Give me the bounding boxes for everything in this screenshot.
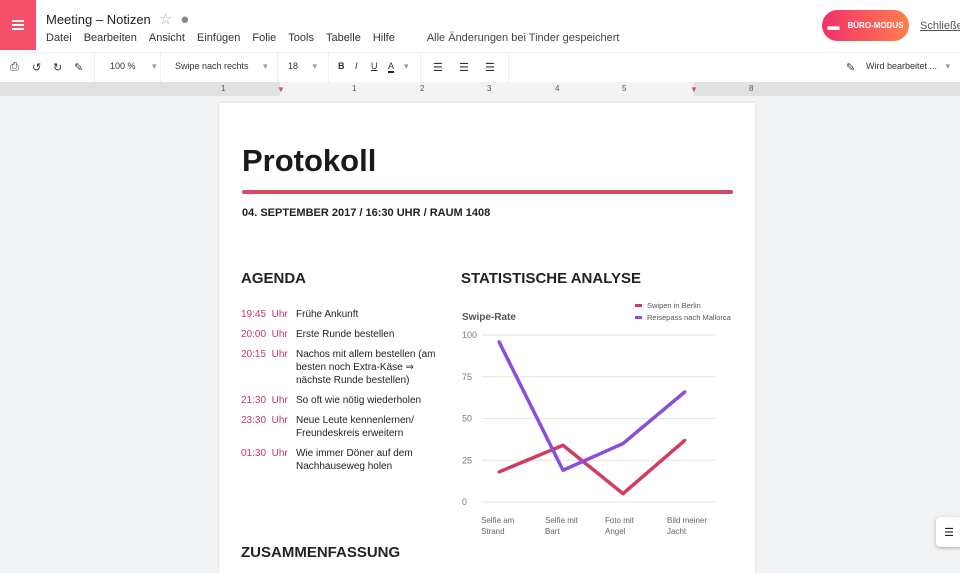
agenda-time: 01:30 Uhr [241,448,288,459]
menu-button[interactable] [0,0,36,50]
page-title: Protokoll [242,143,377,178]
subtitle: 04. SEPTEMBER 2017 / 16:30 UHR / RAUM 14… [242,207,491,219]
data-point [683,390,687,394]
agenda-text: Frühe Ankunft [296,309,359,320]
toolbar: ⎙ ↺ ↻ ✎ 100 % ▾ Swipe nach rechts ▾ 18 ▾… [0,52,960,83]
menu-ansicht[interactable]: Ansicht [148,32,185,44]
redo-icon[interactable]: ↻ [53,62,63,74]
line-chart: Swipe-Rate 0 25 50 75 100 Selfie am Strand Selfi… [462,301,732,536]
flame-icon[interactable]: ● [180,10,190,28]
pencil-icon: ✎ [846,62,856,74]
legend-swatch [635,304,642,307]
summary-heading: ZUSAMMENFASSUNG [241,544,401,561]
data-point [621,442,625,446]
mode-select[interactable]: Wird bearbeitet ... ▾ [866,61,951,71]
data-point [621,492,625,496]
agenda-item: 20:15 Uhr Nachos mit allem bestellen (am … [241,348,441,387]
zoom-select[interactable]: 100 % ▾ [110,61,157,71]
agenda-item: 01:30 Uhr Wie immer Döner auf dem Nachhau… [241,447,441,473]
style-select[interactable]: Swipe nach rechts ▾ [175,61,268,71]
hamburger-icon [12,24,24,26]
x-tick-label: Selfie mit Bart [545,516,579,536]
x-tick-label: Bild meiner Jacht [667,516,707,536]
agenda-heading: AGENDA [241,270,307,287]
menu-folie[interactable]: Folie [252,32,277,44]
data-point [497,340,501,344]
title-divider [242,190,733,194]
agenda-item: 21:30 Uhr So oft wie nötig wiederholen [241,394,441,407]
right-indent-marker[interactable]: ▼ [690,85,698,94]
menu-hilfe[interactable]: Hilfe [372,32,395,44]
bold-button[interactable]: B [338,61,345,71]
save-status: Alle Änderungen bei Tinder gespeichert [426,32,620,44]
legend-label: Reisepass nach Mallorca [647,313,732,322]
align-center-icon[interactable]: ☰ [459,62,469,74]
agenda-text: Erste Runde bestellen [296,329,395,340]
legend-swatch [635,316,642,319]
agenda-item: 19:45 Uhr Frühe Ankunft [241,308,441,321]
series-line-1 [497,340,687,473]
ruler: 1 1 2 3 4 5 8 ▼ ▼ [0,82,960,96]
menu-datei[interactable]: Datei [46,32,72,44]
menu-tabelle[interactable]: Tabelle [325,32,361,44]
y-tick-label: 0 [462,497,467,507]
star-icon[interactable]: ☆ [158,11,173,28]
x-tick-label: Foto mit Angel [605,516,635,536]
align-left-icon[interactable]: ☰ [433,62,443,74]
agenda-time: 21:30 Uhr [241,395,288,406]
left-indent-marker[interactable]: ▼ [277,85,285,94]
agenda-item: 20:00 Uhr Erste Runde bestellen [241,328,441,341]
close-link[interactable]: Schließen [920,20,960,32]
italic-button[interactable]: I [355,61,358,71]
menu-bar: Datei Bearbeiten Ansicht Einfügen Folie … [46,32,619,44]
underline-button[interactable]: U [371,61,378,71]
agenda-text: Neue Leute kennenlernen/ Freundeskreis e… [296,415,414,439]
undo-icon[interactable]: ↺ [32,62,42,74]
menu-tools[interactable]: Tools [288,32,314,44]
buero-modus-button[interactable]: ▬ BÜRO-MODUS [822,10,909,41]
y-tick-label: 25 [462,455,472,465]
agenda-time: 20:00 Uhr [241,329,288,340]
briefcase-icon: ▬ [827,18,840,33]
x-tick-label: Selfie am Strand [481,516,515,536]
data-point [561,468,565,472]
chevron-down-icon[interactable]: ▾ [404,61,409,71]
stats-heading: STATISTISCHE ANALYSE [461,270,642,287]
agenda-time: 23:30 Uhr [241,415,288,426]
document-page[interactable]: Protokoll 04. SEPTEMBER 2017 / 16:30 UHR… [219,103,755,573]
font-size-select[interactable]: 18 ▾ [288,61,318,71]
paint-format-icon[interactable]: ✎ [74,62,84,74]
legend-label: Swipen in Berlin [647,301,701,310]
menu-bearbeiten[interactable]: Bearbeiten [83,32,137,44]
agenda-text: So oft wie nötig wiederholen [296,395,422,406]
chart-title: Swipe-Rate [462,312,516,323]
title-bar: Meeting – Notizen ☆ ● Datei Bearbeiten Ans… [0,0,960,52]
agenda-list: 19:45 Uhr Frühe Ankunft 20:00 Uhr Erste Run… [241,308,441,480]
series-line-0 [498,438,687,496]
feedback-button[interactable]: ☰ [936,517,960,547]
document-title[interactable]: Meeting – Notizen [46,11,151,27]
agenda-time: 19:45 Uhr [241,309,288,320]
text-color-button[interactable]: A [388,61,395,73]
agenda-time: 20:15 Uhr [241,349,288,360]
data-point [683,438,687,442]
agenda-text: Nachos mit allem bestellen (am besten no… [296,349,436,386]
agenda-item: 23:30 Uhr Neue Leute kennenlernen/ Freund… [241,414,441,440]
data-point [561,443,565,447]
align-right-icon[interactable]: ☰ [485,62,495,74]
menu-einfuegen[interactable]: Einfügen [196,32,241,44]
agenda-text: Wie immer Döner auf dem Nachhauseweg hol… [296,448,413,472]
data-point [497,470,501,474]
y-tick-label: 75 [462,372,472,382]
y-tick-label: 50 [462,414,472,424]
y-tick-label: 100 [462,330,477,340]
print-icon[interactable]: ⎙ [10,61,19,73]
